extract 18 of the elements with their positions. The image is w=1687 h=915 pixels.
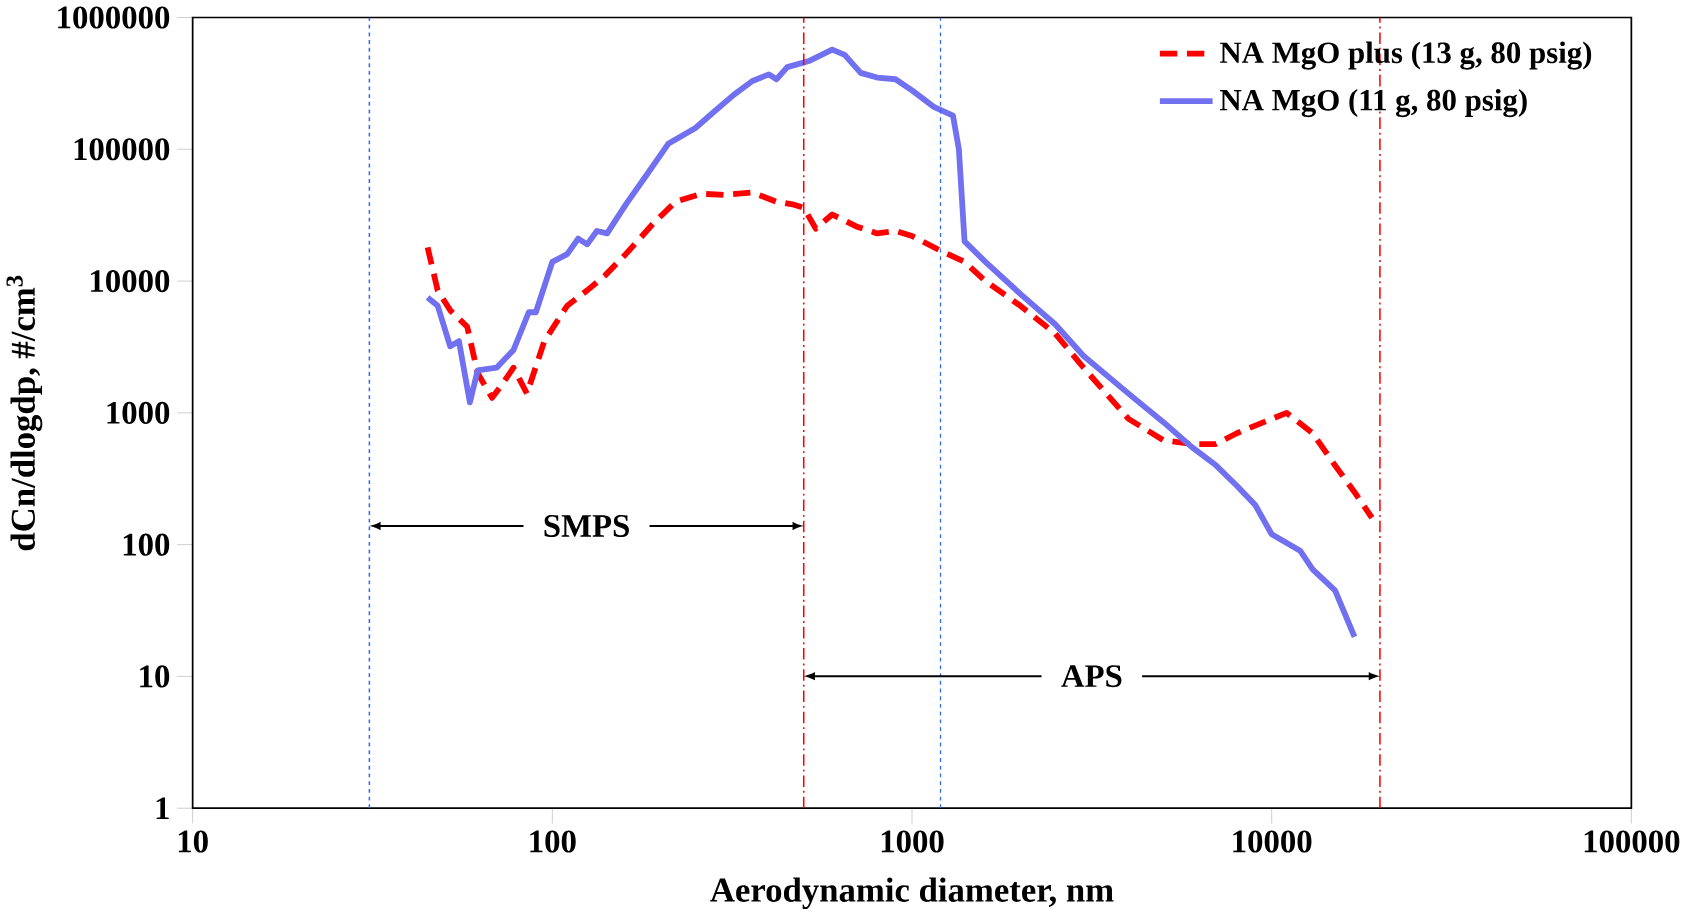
annotation: SMPS xyxy=(544,514,629,537)
annotation: APS xyxy=(1061,664,1122,687)
y-axis-title: dCn/dlogdp, #/cm$^{3}$ xyxy=(6,275,43,550)
x-tick-label: 100 xyxy=(530,830,576,853)
legend-label: NA MgO (11 g, 80 psig) xyxy=(1219,88,1527,117)
x-tick-label: 10 xyxy=(178,830,208,853)
x-axis-title: Aerodynamic diameter, nm xyxy=(710,877,1114,909)
y-tick-label: 10 xyxy=(140,665,170,688)
y-tick-label: 100000 xyxy=(74,137,170,161)
y-tick-label: 1 xyxy=(156,797,169,819)
x-tick-label: 1000 xyxy=(881,830,944,853)
x-tick-label: 100000 xyxy=(1584,830,1680,853)
y-tick-label: 1000000 xyxy=(58,6,170,29)
y-tick-label: 100 xyxy=(123,533,170,556)
legend-label: NA MgO plus (13 g, 80 psig) xyxy=(1219,41,1592,70)
y-tick-label: 10000 xyxy=(91,269,170,292)
x-tick-label: 10000 xyxy=(1233,830,1312,853)
y-tick-label: 1000 xyxy=(107,401,170,424)
